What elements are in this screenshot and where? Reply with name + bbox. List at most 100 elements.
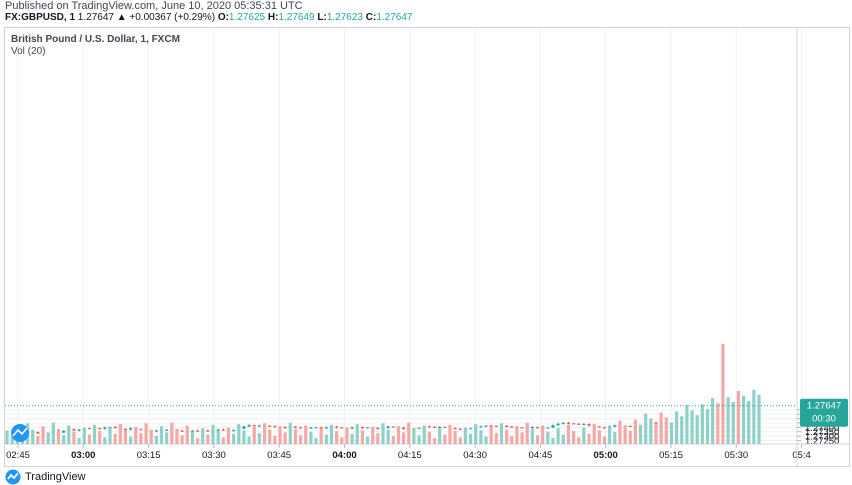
candle-body xyxy=(103,427,107,429)
candle-body xyxy=(613,425,617,427)
volume-bar xyxy=(165,432,169,444)
volume-bar xyxy=(587,433,591,444)
candle-body xyxy=(479,426,483,428)
volume-bar xyxy=(154,435,158,444)
footer-brand[interactable]: TradingView xyxy=(5,468,86,485)
candle-body xyxy=(62,430,66,433)
candle-body xyxy=(232,430,236,432)
volume-bar xyxy=(432,438,437,444)
volume-bar xyxy=(680,416,684,444)
candle-body xyxy=(190,430,195,432)
volume-bar xyxy=(443,434,447,444)
y-tick-label: 1.27400 xyxy=(805,423,839,434)
volume-bar xyxy=(752,389,756,444)
x-tick-label: 03:30 xyxy=(202,450,226,461)
volume-bar xyxy=(371,426,375,444)
countdown-label: 00:30 xyxy=(812,414,836,425)
volume-bar xyxy=(149,429,153,444)
volume-bar xyxy=(226,427,231,444)
candle-body xyxy=(206,430,210,432)
volume-bar xyxy=(613,431,617,444)
y-tick-label: 1.27350 xyxy=(805,427,839,438)
volume-bar xyxy=(108,427,112,444)
volume-label: Vol (20) xyxy=(11,46,46,57)
candle-body xyxy=(427,426,431,428)
volume-bar xyxy=(139,433,143,444)
candle-body xyxy=(314,427,318,429)
volume-bar xyxy=(62,435,66,444)
volume-bar xyxy=(690,410,694,444)
volume-bar xyxy=(257,433,261,444)
volume-bar xyxy=(56,428,61,444)
volume-bar xyxy=(113,433,117,444)
volume-bar xyxy=(458,437,462,444)
tradingview-logo-icon xyxy=(5,469,21,484)
volume-bar xyxy=(644,413,648,444)
volume-bar xyxy=(386,429,390,444)
candle-body xyxy=(556,423,560,426)
volume-bar xyxy=(185,425,189,444)
candle-body xyxy=(293,426,298,428)
volume-bar xyxy=(201,428,205,444)
last-price-label: 1.27647 xyxy=(807,401,841,412)
volume-bar xyxy=(726,396,730,444)
candle-body xyxy=(535,427,540,429)
candle-body xyxy=(654,422,658,424)
volume-bar xyxy=(46,432,50,444)
low-value: 1.27623 xyxy=(326,12,363,23)
candle-body xyxy=(242,426,246,429)
volume-bar xyxy=(180,435,184,444)
candle-body xyxy=(283,427,287,429)
close-value: 1.27647 xyxy=(376,12,413,23)
volume-bar xyxy=(355,424,359,444)
chart-title: British Pound / U.S. Dollar, 1, FXCM xyxy=(11,34,180,45)
volume-bar xyxy=(82,428,86,444)
volume-bar xyxy=(608,426,612,444)
volume-bar xyxy=(551,438,555,444)
candle-body xyxy=(438,426,442,428)
candle-body xyxy=(597,426,601,428)
volume-bar xyxy=(571,431,576,444)
volume-bar xyxy=(144,423,148,444)
volume-bar xyxy=(293,428,298,444)
close-label: C: xyxy=(365,12,377,23)
volume-bar xyxy=(499,423,504,444)
candle-body xyxy=(108,426,112,428)
volume-bar xyxy=(546,431,550,444)
volume-bar xyxy=(340,437,344,444)
volume-bar xyxy=(638,424,643,444)
volume-bar xyxy=(5,430,9,444)
volume-bar xyxy=(195,438,200,444)
volume-bar xyxy=(618,420,622,444)
volume-bar xyxy=(721,344,725,444)
volume-bar xyxy=(479,430,483,444)
candle-body xyxy=(180,430,184,432)
volume-bar xyxy=(67,425,71,444)
volume-bar xyxy=(468,433,473,444)
tradingview-brand: TradingView xyxy=(25,470,86,483)
volume-bar xyxy=(360,430,364,444)
volume-bar xyxy=(685,405,689,444)
candle-body xyxy=(602,427,607,429)
volume-bar xyxy=(448,424,452,444)
volume-bar xyxy=(123,430,128,444)
volume-bar xyxy=(309,431,313,444)
x-tick-label: 02:45 xyxy=(6,450,30,461)
candle-body xyxy=(571,423,576,425)
candle-body xyxy=(195,430,200,432)
volume-bar xyxy=(592,424,596,444)
volume-bar xyxy=(505,429,509,444)
candle-body xyxy=(505,426,509,428)
candle-body xyxy=(154,430,158,432)
candle-body xyxy=(273,426,277,428)
candle-body xyxy=(453,428,457,430)
volume-bar xyxy=(10,436,14,444)
volume-bar xyxy=(206,434,210,444)
volume-bar xyxy=(427,431,431,444)
volume-bar xyxy=(77,438,81,444)
chart-frame[interactable] xyxy=(4,27,850,467)
volume-bar xyxy=(288,422,292,444)
volume-bar xyxy=(36,435,40,444)
candle-body xyxy=(510,426,514,428)
